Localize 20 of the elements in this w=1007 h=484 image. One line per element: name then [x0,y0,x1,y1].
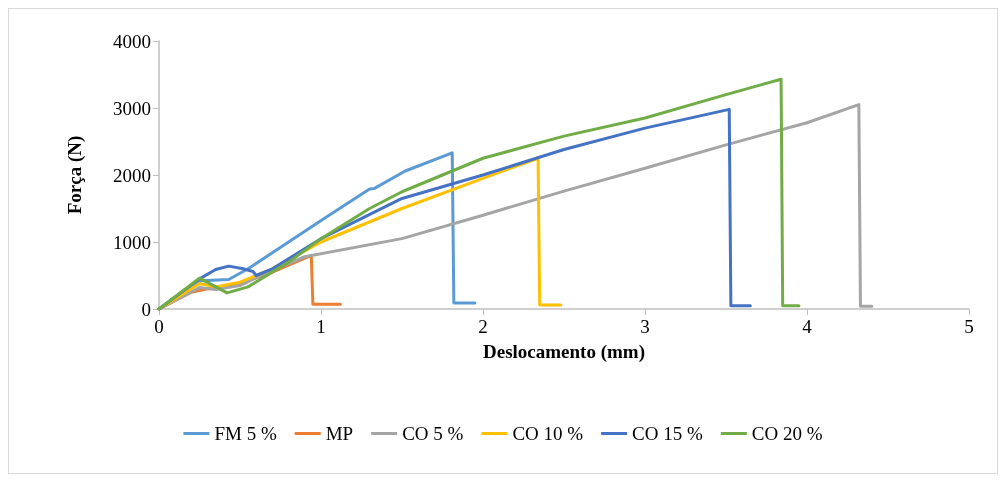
y-tick-label: 2000 [113,164,151,186]
legend-label: MP [325,423,354,444]
legend-label: CO 10 % [512,423,584,444]
x-tick-label: 5 [964,316,974,337]
x-axis-title: Deslocamento (mm) [483,341,645,363]
y-tick-label: 0 [141,298,151,320]
y-tick-label: 1000 [113,231,151,253]
y-tick-label: 3000 [113,97,151,119]
x-tick-label: 4 [802,316,813,337]
y-axis-title: Força (N) [64,135,86,215]
line-series [157,77,801,311]
y-tick-label: 4000 [113,30,151,52]
legend-label: CO 15 % [632,423,704,444]
legend-label: CO 5 % [402,423,464,444]
x-tick-label: 0 [154,316,164,337]
legend-label: CO 20 % [751,423,823,444]
legend-label: FM 5 % [214,423,277,444]
x-tick-label: 1 [316,316,326,337]
x-tick-label: 3 [640,316,650,337]
x-tick-label: 2 [478,316,488,337]
